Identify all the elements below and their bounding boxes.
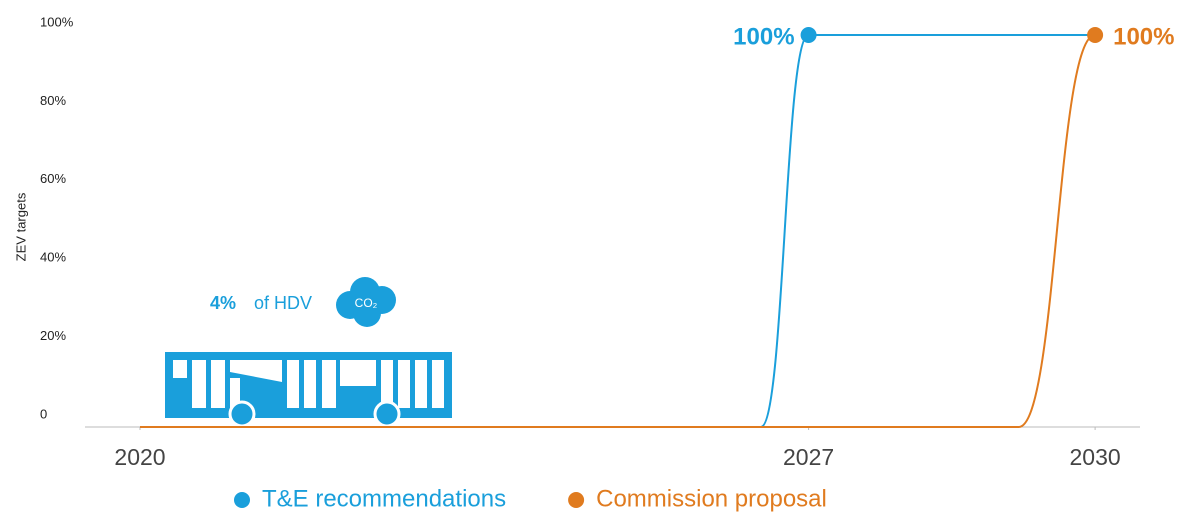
y-tick-label: 80% bbox=[40, 93, 66, 108]
annotation: 4% bbox=[210, 293, 236, 313]
bus-icon bbox=[165, 352, 452, 428]
annotation: of HDV bbox=[254, 293, 312, 313]
y-tick-label: 0 bbox=[40, 406, 47, 421]
x-tick-label: 2027 bbox=[783, 444, 834, 470]
co2-label: CO₂ bbox=[355, 296, 378, 310]
x-tick-label: 2030 bbox=[1070, 444, 1121, 470]
legend-marker bbox=[568, 492, 585, 508]
y-tick-label: 40% bbox=[40, 250, 66, 265]
value-label: 100% bbox=[1113, 23, 1174, 50]
y-tick-label: 60% bbox=[40, 171, 66, 186]
y-axis-label: ZEV targets bbox=[13, 192, 28, 261]
y-tick-label: 100% bbox=[40, 14, 74, 29]
point bbox=[1087, 27, 1104, 43]
x-tick-label: 2020 bbox=[114, 444, 165, 470]
series-line bbox=[140, 34, 1096, 429]
legend-marker bbox=[234, 492, 250, 508]
legend-label: Commission proposal bbox=[596, 485, 827, 512]
legend-label: T&E recommendations bbox=[262, 485, 506, 512]
point bbox=[800, 27, 817, 43]
value-label: 100% bbox=[733, 23, 794, 50]
y-tick-label: 20% bbox=[40, 328, 66, 343]
co2-cloud bbox=[336, 277, 396, 327]
